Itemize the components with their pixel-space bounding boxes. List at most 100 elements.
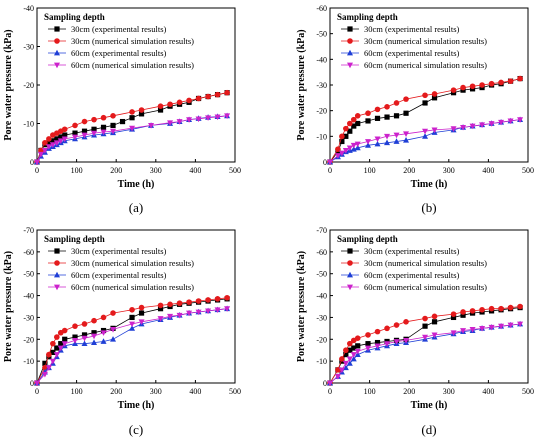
data-point (72, 122, 78, 129)
data-point (195, 309, 202, 316)
data-point (57, 345, 64, 352)
data-point (469, 83, 476, 90)
y-tick-label: -70 (23, 226, 34, 235)
legend-swatch-marker (54, 260, 60, 266)
data-point (422, 133, 429, 139)
data-point (365, 341, 371, 347)
x-tick-label: 200 (403, 166, 415, 175)
chart-panel-3: 0 100 200 300 400 500 0 -10 -20 -30 -40 -50 -60 -70 Ti… (3, 226, 241, 437)
series-line-2 (329, 78, 521, 163)
data-point (100, 314, 107, 321)
data-point (354, 113, 361, 119)
data-point (167, 301, 173, 308)
data-point (469, 308, 476, 314)
series-line-4 (36, 308, 228, 384)
data-point (81, 321, 88, 327)
data-point (450, 311, 457, 317)
data-point (61, 327, 68, 334)
data-point (157, 103, 164, 109)
data-point (129, 125, 136, 132)
y-tick-label: -20 (316, 335, 327, 344)
data-point (346, 360, 353, 366)
data-point (138, 304, 145, 311)
data-point (507, 322, 514, 329)
data-point (110, 310, 116, 316)
data-point (129, 314, 135, 321)
data-point (129, 325, 136, 331)
data-point (365, 332, 371, 338)
legend-swatch-marker (54, 49, 60, 56)
data-point (91, 330, 97, 336)
x-tick-label: 300 (443, 387, 455, 396)
y-tick-label: -50 (316, 270, 327, 279)
data-point (384, 114, 390, 120)
legend-swatch-marker (347, 248, 353, 254)
data-point (460, 124, 467, 131)
data-point (38, 147, 44, 154)
legend-swatch-marker (347, 49, 353, 56)
data-point (403, 319, 409, 325)
data-point (342, 364, 349, 371)
data-point (129, 321, 136, 328)
data-point (403, 131, 410, 137)
x-tick-label: 200 (110, 387, 122, 396)
data-point (460, 309, 466, 315)
data-point (374, 343, 381, 350)
data-point (450, 330, 457, 336)
data-point (100, 330, 107, 336)
data-point (42, 360, 48, 366)
y-tick-label: -30 (316, 81, 327, 90)
data-point (342, 148, 349, 154)
data-point (157, 302, 164, 309)
plot-frame (329, 229, 529, 384)
data-point (61, 341, 68, 347)
data-point (450, 126, 457, 132)
data-point (431, 319, 438, 325)
data-point (100, 338, 107, 344)
data-point (342, 360, 349, 367)
data-point (72, 134, 79, 141)
x-tick-label: 400 (189, 166, 201, 175)
y-axis-label: Pore water pressure (kPa) (296, 251, 307, 362)
data-point (479, 122, 486, 128)
legend-entry: 30cm (numerical simulation results) (364, 36, 487, 46)
legend-swatch-marker (54, 62, 60, 69)
data-point (186, 299, 192, 305)
data-point (176, 312, 183, 319)
data-point (53, 140, 60, 146)
data-point (450, 314, 457, 321)
data-point (393, 113, 400, 119)
data-point (374, 136, 381, 143)
data-point (334, 153, 341, 159)
data-point (129, 115, 135, 121)
data-point (498, 305, 504, 312)
data-point (91, 126, 97, 132)
panel-label: (b) (421, 200, 436, 215)
data-point (450, 87, 457, 93)
data-point (403, 110, 409, 116)
y-tick-label: 0 (30, 379, 34, 388)
x-tick-label: 200 (110, 166, 122, 175)
data-point (346, 356, 353, 363)
data-point (176, 300, 183, 307)
data-point (100, 124, 107, 130)
data-point (422, 100, 428, 106)
data-point (431, 95, 438, 101)
y-tick-label: -60 (23, 248, 34, 257)
data-point (110, 128, 117, 135)
y-tick-label: 0 (323, 379, 327, 388)
x-tick-label: 400 (189, 387, 201, 396)
legend-swatch-marker (347, 38, 353, 44)
data-point (91, 130, 98, 137)
x-tick-label: 0 (328, 166, 332, 175)
data-point (195, 298, 202, 304)
data-point (81, 332, 88, 338)
data-point (41, 371, 48, 378)
legend-swatch-marker (54, 284, 60, 291)
data-point (61, 136, 68, 143)
y-tick-label: -20 (316, 107, 327, 116)
data-point (374, 106, 381, 113)
data-point (37, 151, 44, 158)
data-point (186, 97, 192, 104)
data-point (479, 82, 485, 88)
